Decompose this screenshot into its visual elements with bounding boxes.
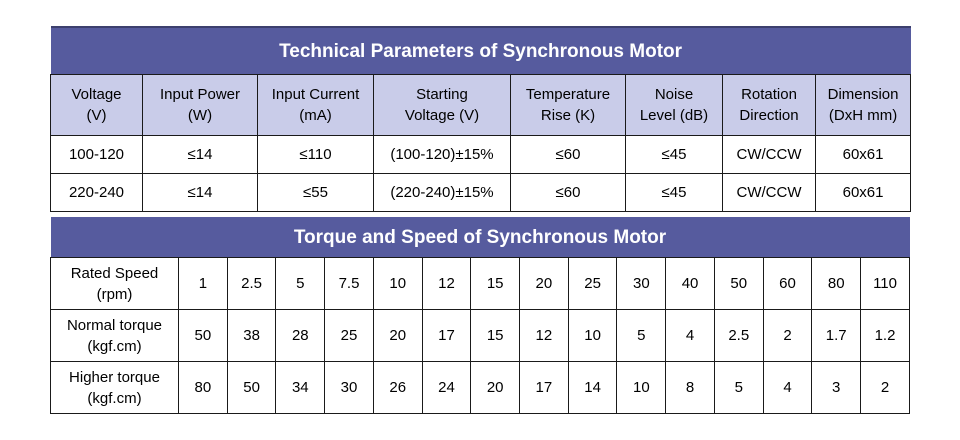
data-cell: ≤60 [510, 173, 626, 212]
data-cell: 50 [178, 309, 228, 362]
data-cell: 7.5 [324, 257, 374, 310]
data-cell: 2.5 [226, 257, 277, 310]
data-cell: 1 [178, 257, 228, 310]
data-cell: 20 [470, 361, 521, 414]
data-cell: ≤60 [510, 135, 626, 174]
data-cell: 17 [519, 361, 569, 414]
data-cell: 4 [762, 361, 813, 414]
data-cell: (100-120)±15% [373, 135, 511, 174]
data-cell: 15 [470, 257, 521, 310]
data-cell: 30 [324, 361, 374, 414]
data-cell: 5 [713, 361, 764, 414]
header-rotation-direction: Rotation Direction [722, 74, 816, 136]
data-cell: 24 [421, 361, 472, 414]
data-cell: ≤45 [625, 135, 723, 174]
data-cell: 25 [324, 309, 374, 362]
data-cell: 50 [226, 361, 277, 414]
data-cell: ≤55 [257, 173, 374, 212]
row-label-normal-torque: Normal torque (kgf.cm) [50, 309, 179, 362]
row-label-rated-speed: Rated Speed (rpm) [50, 257, 179, 310]
data-cell: 60 [762, 257, 813, 310]
data-cell: 2 [860, 361, 910, 414]
header-dimension: Dimension (DxH mm) [814, 74, 912, 136]
table1-banner-row: Technical Parameters of Synchronous Moto… [50, 26, 911, 75]
data-cell: 25 [567, 257, 618, 310]
data-cell: 12 [421, 257, 472, 310]
normal-torque-row: Normal torque (kgf.cm) 50 38 28 25 20 17… [50, 309, 910, 362]
data-cell: 100-120 [50, 135, 143, 174]
data-cell: CW/CCW [722, 173, 816, 212]
table1-row-100-120: 100-120 ≤14 ≤110 (100-120)±15% ≤60 ≤45 C… [50, 135, 912, 174]
data-cell: 1.2 [860, 309, 910, 362]
table1-title: Technical Parameters of Synchronous Moto… [50, 26, 911, 75]
torque-speed-table: Torque and Speed of Synchronous Motor Ra… [50, 217, 910, 414]
header-input-power: Input Power (W) [142, 74, 258, 136]
data-cell: 5 [616, 309, 667, 362]
table2-banner-row: Torque and Speed of Synchronous Motor [50, 217, 910, 258]
data-cell: 60x61 [814, 135, 912, 174]
data-cell: 12 [519, 309, 569, 362]
data-cell: 34 [275, 361, 326, 414]
data-cell: 10 [372, 257, 423, 310]
data-cell: 80 [811, 257, 862, 310]
data-cell: 20 [372, 309, 423, 362]
data-cell: ≤14 [142, 135, 258, 174]
data-cell: (220-240)±15% [373, 173, 511, 212]
header-temperature-rise: Temperature Rise (K) [510, 74, 626, 136]
higher-torque-row: Higher torque (kgf.cm) 80 50 34 30 26 24… [50, 361, 910, 414]
data-cell: 60x61 [814, 173, 912, 212]
data-cell: 1.7 [811, 309, 862, 362]
header-voltage: Voltage (V) [50, 74, 143, 136]
data-cell: 80 [178, 361, 228, 414]
rated-speed-row: Rated Speed (rpm) 1 2.5 5 7.5 10 12 15 2… [50, 257, 910, 310]
data-cell: 14 [567, 361, 618, 414]
table1-row-220-240: 220-240 ≤14 ≤55 (220-240)±15% ≤60 ≤45 CW… [50, 173, 912, 212]
data-cell: 8 [665, 361, 715, 414]
data-cell: ≤45 [625, 173, 723, 212]
data-cell: 2.5 [713, 309, 764, 362]
data-cell: 10 [567, 309, 618, 362]
data-cell: 220-240 [50, 173, 143, 212]
data-cell: 4 [665, 309, 715, 362]
header-input-current: Input Current (mA) [257, 74, 374, 136]
row-label-higher-torque: Higher torque (kgf.cm) [50, 361, 179, 414]
spec-sheet: Technical Parameters of Synchronous Moto… [50, 26, 912, 414]
table2-title: Torque and Speed of Synchronous Motor [50, 217, 910, 258]
table1-header-row: Voltage (V) Input Power (W) Input Curren… [50, 74, 912, 136]
data-cell: 50 [713, 257, 764, 310]
data-cell: 5 [275, 257, 326, 310]
data-cell: 38 [226, 309, 277, 362]
data-cell: 26 [372, 361, 423, 414]
data-cell: 3 [811, 361, 862, 414]
data-cell: 20 [519, 257, 569, 310]
header-noise-level: Noise Level (dB) [625, 74, 723, 136]
data-cell: 30 [616, 257, 667, 310]
data-cell: 10 [616, 361, 667, 414]
data-cell: CW/CCW [722, 135, 816, 174]
data-cell: ≤110 [257, 135, 374, 174]
data-cell: 17 [421, 309, 472, 362]
data-cell: ≤14 [142, 173, 258, 212]
data-cell: 40 [665, 257, 715, 310]
technical-parameters-table: Technical Parameters of Synchronous Moto… [50, 26, 912, 212]
data-cell: 28 [275, 309, 326, 362]
header-starting-voltage: Starting Voltage (V) [373, 74, 511, 136]
data-cell: 2 [762, 309, 813, 362]
data-cell: 110 [860, 257, 910, 310]
data-cell: 15 [470, 309, 521, 362]
